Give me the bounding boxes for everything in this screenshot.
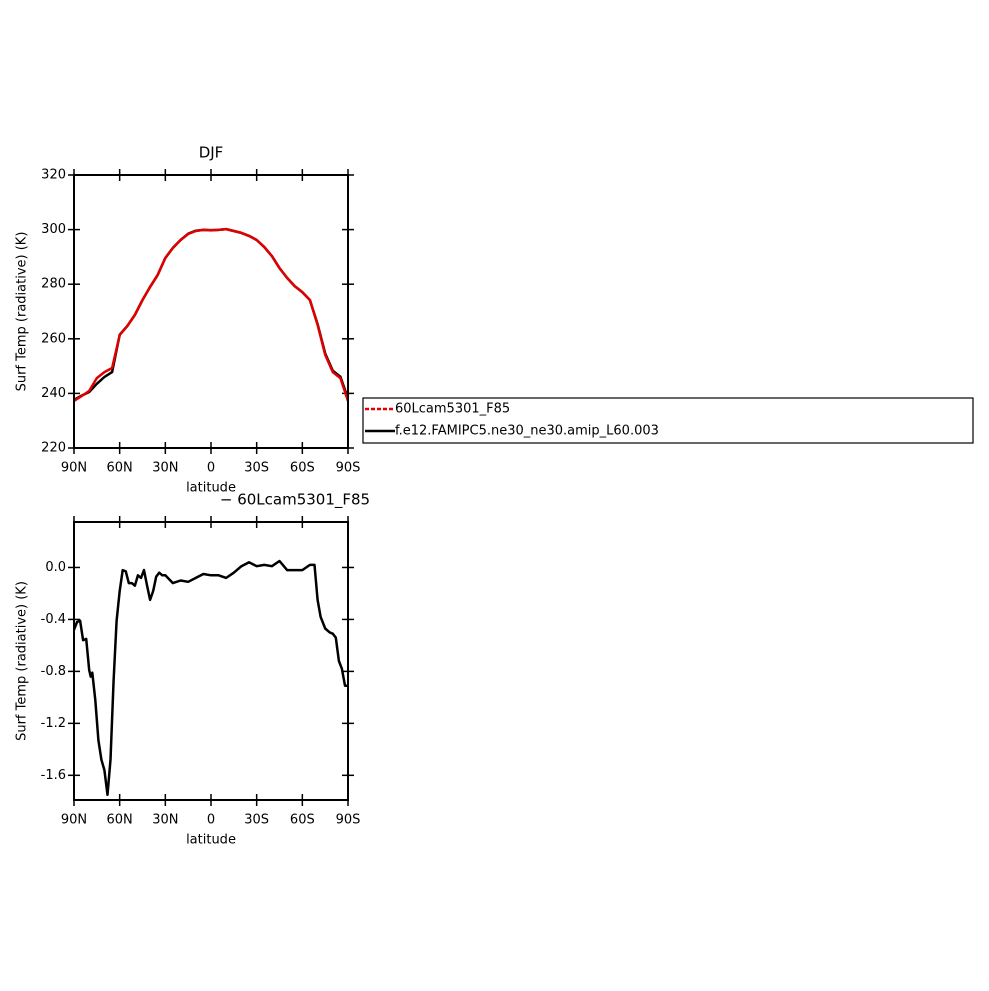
y-tick-label: -0.4 xyxy=(41,612,66,627)
y-tick-label: 220 xyxy=(41,441,66,456)
x-tick-label: 90S xyxy=(336,461,361,476)
chart-title: − 60Lcam5301_F85 xyxy=(220,491,370,510)
legend-box xyxy=(362,397,974,444)
y-tick-label: 0.0 xyxy=(45,560,66,575)
x-tick-label: 30N xyxy=(152,813,178,828)
x-axis-label: latitude xyxy=(186,833,236,848)
x-tick-label: 90N xyxy=(61,813,87,828)
y-tick-label: -1.2 xyxy=(41,716,66,731)
legend-label: f.e12.FAMIPC5.ne30_ne30.amip_L60.003 xyxy=(395,424,659,439)
legend-label: 60Lcam5301_F85 xyxy=(395,402,510,417)
x-tick-label: 30S xyxy=(244,813,269,828)
x-axis-label: latitude xyxy=(186,481,236,496)
x-tick-label: 60N xyxy=(107,461,133,476)
data-line xyxy=(74,559,348,797)
x-tick-label: 30N xyxy=(152,461,178,476)
x-tick-label: 60S xyxy=(290,813,315,828)
plot-frame xyxy=(73,521,349,801)
y-tick-label: -1.6 xyxy=(41,768,66,783)
y-axis-label: Surf Temp (radiative) (K) xyxy=(15,581,30,741)
y-tick-label: 240 xyxy=(41,386,66,401)
data-line xyxy=(74,227,348,403)
y-axis-label: Surf Temp (radiative) (K) xyxy=(15,232,30,392)
y-tick-label: 280 xyxy=(41,277,66,292)
plot-frame xyxy=(73,174,349,449)
x-tick-label: 0 xyxy=(207,461,215,476)
x-tick-label: 0 xyxy=(207,813,215,828)
data-line xyxy=(74,227,348,402)
x-tick-label: 90S xyxy=(336,813,361,828)
y-tick-label: 300 xyxy=(41,222,66,237)
x-tick-label: 90N xyxy=(61,461,87,476)
y-tick-label: 320 xyxy=(41,168,66,183)
x-tick-label: 30S xyxy=(244,461,269,476)
x-tick-label: 60N xyxy=(107,813,133,828)
y-tick-label: -0.8 xyxy=(41,664,66,679)
y-tick-label: 260 xyxy=(41,331,66,346)
chart-title: DJF xyxy=(199,144,224,162)
x-tick-label: 60S xyxy=(290,461,315,476)
